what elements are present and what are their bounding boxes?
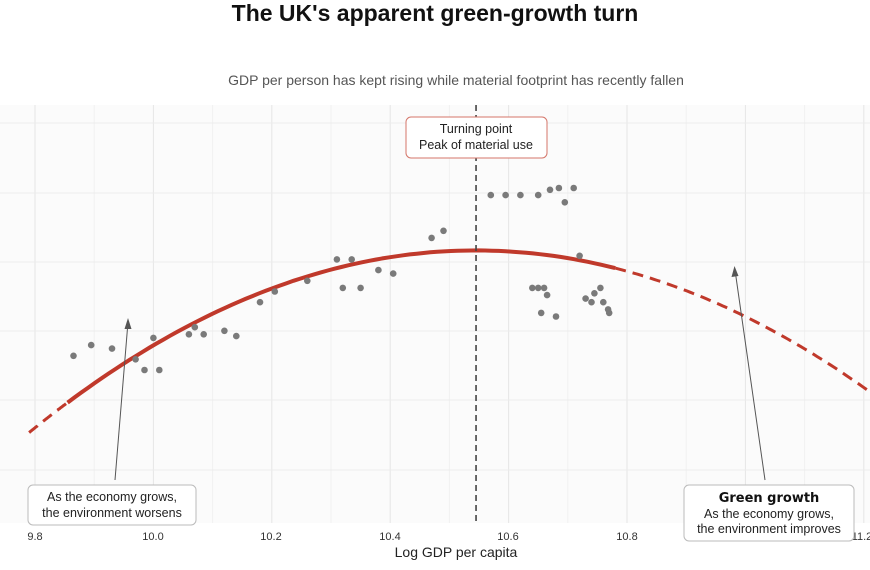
x-axis-label: Log GDP per capita (395, 544, 518, 560)
x-tick-label: 10.6 (497, 531, 518, 543)
x-ticks: 9.8 10.0 10.2 10.4 10.6 10.8 11.2 (27, 531, 870, 543)
x-tick-label: 11.2 (852, 531, 870, 543)
data-point (389, 270, 397, 277)
data-point (561, 199, 569, 206)
data-point (487, 191, 495, 199)
data-point (582, 295, 589, 302)
data-point (200, 331, 207, 338)
data-point (546, 186, 554, 194)
plot-area (0, 105, 870, 523)
annotation-improves-box (683, 484, 855, 542)
data-point (141, 366, 148, 374)
x-tick-label: 10.0 (142, 531, 163, 543)
data-point (517, 191, 524, 199)
annotation-peak-line-2: Peak of material use (419, 138, 533, 152)
annotation-improves-heading: Green growth (719, 491, 820, 506)
annotation-worsens: As the economy grows, the environment wo… (27, 318, 197, 526)
data-point (156, 366, 163, 374)
data-point (605, 309, 613, 317)
x-tick-label: 9.8 (27, 531, 42, 543)
data-point (70, 352, 77, 360)
annotation-worsens-line-2: the environment worsens (42, 506, 182, 520)
data-point (597, 284, 604, 292)
data-point (256, 298, 264, 306)
data-point (440, 227, 447, 235)
data-point (534, 191, 542, 199)
data-points (70, 184, 613, 374)
data-point (502, 191, 509, 199)
curve-solid (66, 248, 616, 405)
fitted-curve (28, 248, 870, 434)
data-point (570, 184, 577, 192)
data-point (304, 277, 311, 285)
data-point (576, 252, 583, 260)
annotation-worsens-box (27, 484, 197, 526)
data-point (534, 284, 542, 292)
data-point (540, 284, 548, 292)
data-point (348, 256, 356, 263)
data-point (87, 341, 95, 349)
data-point (339, 284, 347, 292)
chart-subtitle: GDP per person has kept rising while mat… (228, 72, 684, 88)
annotation-improves: Green growth As the economy grows, the e… (683, 266, 855, 542)
chart-title: The UK's apparent green-growth turn (231, 0, 639, 26)
data-point (428, 234, 435, 242)
annotation-improves-arrow (734, 269, 766, 481)
annotation-worsens-arrow (114, 321, 129, 481)
data-point (357, 284, 364, 292)
annotation-peak-box (405, 116, 548, 159)
data-point (537, 309, 545, 317)
data-point (600, 298, 607, 306)
annotation-improves-line-1: As the economy grows, (704, 507, 834, 521)
data-point (543, 291, 551, 299)
annotation-peak: Turning point Peak of material use (405, 116, 548, 159)
x-tick-label: 10.8 (616, 531, 637, 543)
data-point (588, 298, 595, 306)
annotation-improves-arrowhead (731, 266, 739, 277)
data-point (552, 313, 560, 320)
data-point (375, 266, 382, 274)
curve-dashed-left (28, 401, 69, 434)
annotation-worsens-arrowhead (124, 318, 132, 329)
data-point (221, 327, 228, 335)
annotation-improves-line-2: the environment improves (697, 522, 841, 536)
data-point (108, 345, 116, 352)
data-point (185, 331, 193, 338)
data-point (529, 284, 536, 292)
data-point (233, 332, 240, 340)
x-tick-label: 10.2 (260, 531, 281, 543)
data-point (555, 184, 563, 192)
data-point (191, 323, 199, 331)
data-point (333, 256, 341, 263)
annotation-peak-line-1: Turning point (440, 122, 513, 136)
data-point (591, 290, 598, 297)
annotation-worsens-line-1: As the economy grows, (47, 490, 177, 504)
data-point (150, 334, 157, 342)
data-point (132, 356, 139, 363)
data-point (271, 288, 279, 295)
curve-dashed-right (614, 266, 870, 394)
x-tick-label: 10.4 (379, 531, 400, 543)
